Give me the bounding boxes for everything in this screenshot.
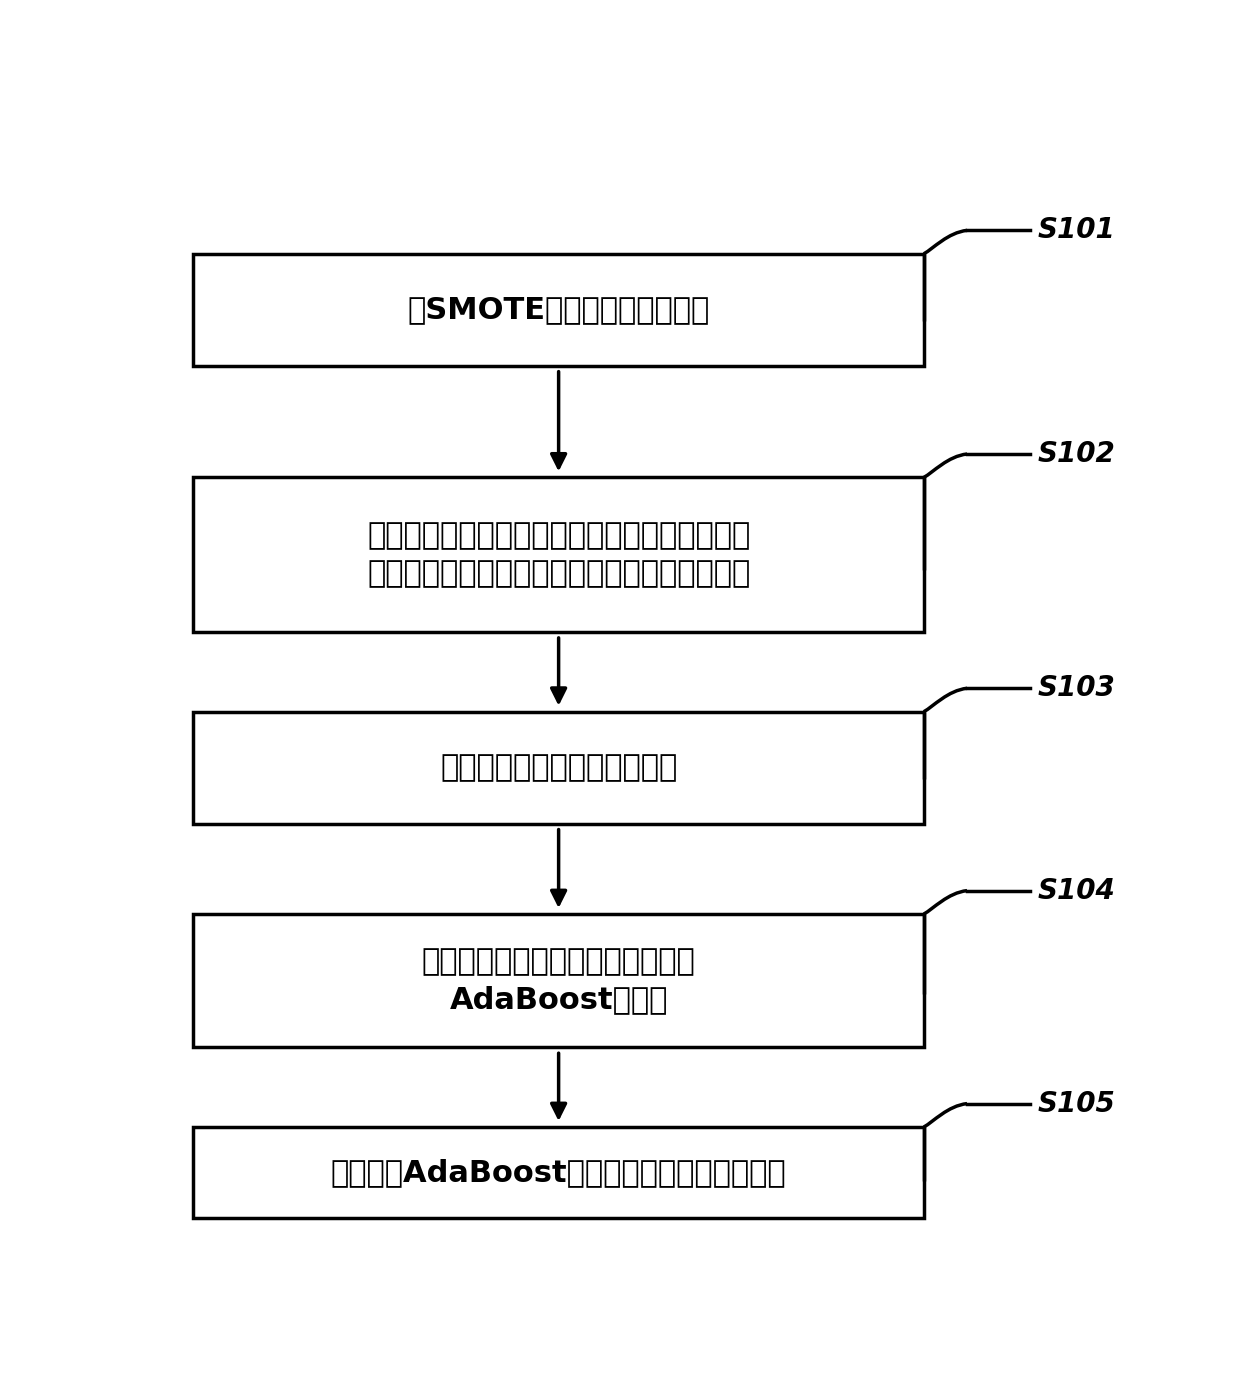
- Text: 用SMOTE构造多个少数类子集: 用SMOTE构造多个少数类子集: [408, 295, 709, 324]
- Bar: [193, 1127, 924, 1217]
- Text: 对多数类进行随机欠采样，合并各多数类子集和
少数类子集，获得多个样本比例一定的训练子集: 对多数类进行随机欠采样，合并各多数类子集和 少数类子集，获得多个样本比例一定的训…: [367, 521, 750, 588]
- Bar: [193, 254, 924, 365]
- Text: S103: S103: [1037, 675, 1115, 703]
- Bar: [193, 914, 924, 1047]
- Text: 分别用降噪后的训练子集训练一个
AdaBoost分类器: 分别用降噪后的训练子集训练一个 AdaBoost分类器: [422, 947, 696, 1014]
- Bar: [193, 477, 924, 632]
- Text: 对每个训练子集进行降噪处理: 对每个训练子集进行降噪处理: [440, 754, 677, 783]
- Text: 集成所有AdaBoost分类器，得到最终的分类器: 集成所有AdaBoost分类器，得到最终的分类器: [331, 1158, 786, 1187]
- Text: S105: S105: [1037, 1090, 1115, 1117]
- Text: S101: S101: [1037, 216, 1115, 245]
- Bar: [193, 712, 924, 823]
- Text: S104: S104: [1037, 877, 1115, 904]
- Text: S102: S102: [1037, 440, 1115, 467]
